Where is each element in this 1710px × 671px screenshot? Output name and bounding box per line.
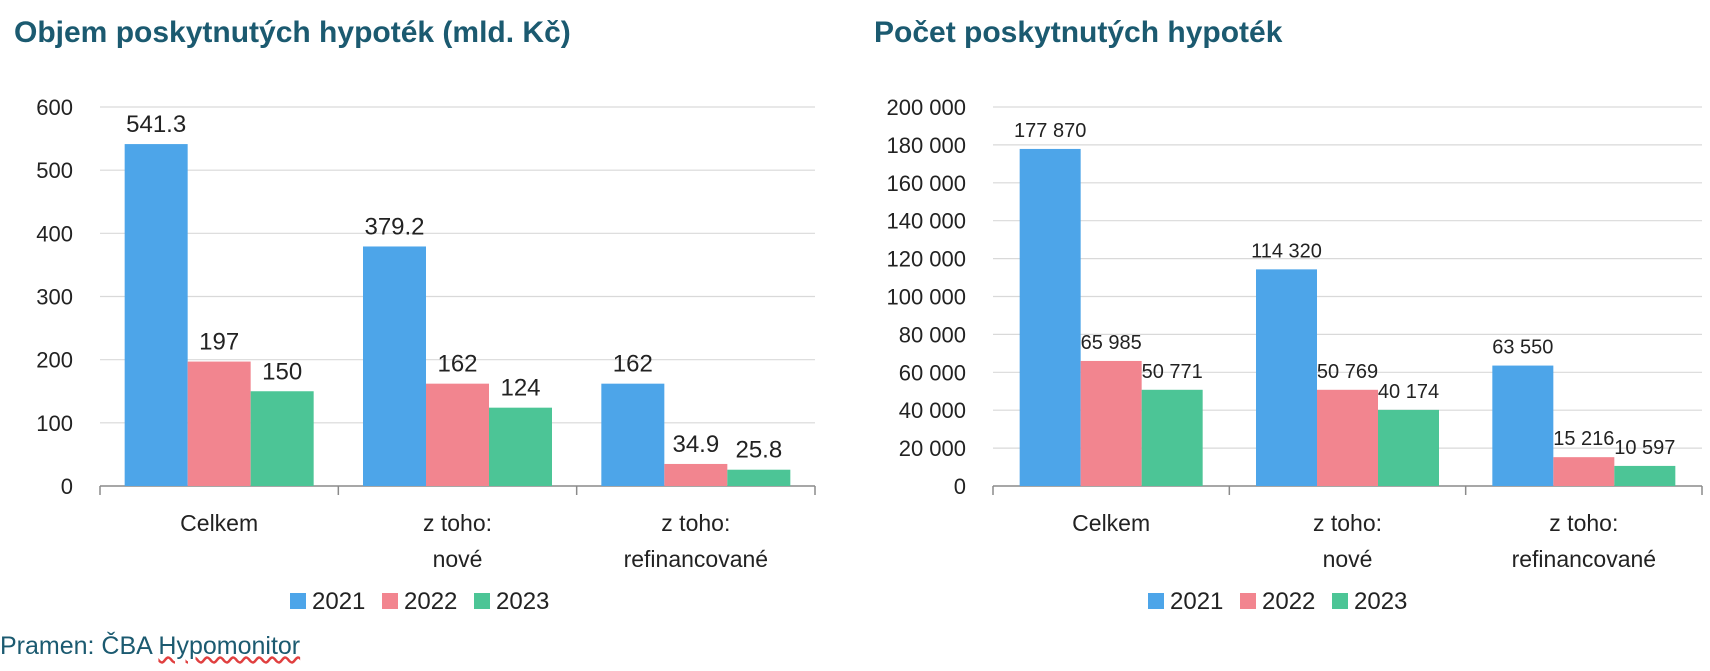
y-tick-label: 20 000 [899, 436, 966, 461]
data-label: 34.9 [672, 431, 719, 458]
legend-swatch-2023 [474, 593, 490, 609]
category-label: z toho: [661, 510, 730, 536]
category-label: z toho: [1549, 510, 1618, 536]
legend-swatch-2021 [290, 593, 306, 609]
bar-2022-3 [664, 463, 728, 486]
data-label: 177 870 [1014, 120, 1086, 142]
y-tick-label: 160 000 [886, 171, 966, 196]
source-prefix: Pramen: ČBA [0, 632, 159, 660]
data-label: 40 174 [1378, 381, 1439, 403]
category-label: nové [433, 546, 483, 572]
y-tick-label: 400 [36, 221, 73, 246]
y-tick-label: 60 000 [899, 360, 966, 385]
data-label: 162 [437, 351, 477, 378]
y-tick-label: 40 000 [899, 398, 966, 423]
category-label: Celkem [1072, 510, 1150, 536]
bar-2021-1 [1019, 148, 1081, 487]
data-label: 50 769 [1317, 361, 1378, 383]
data-label: 63 550 [1492, 337, 1553, 359]
bar-2021-3 [601, 383, 665, 486]
bar-2022-1 [1080, 360, 1142, 486]
bar-2022-3 [1553, 457, 1615, 486]
bar-2021-2 [1256, 269, 1317, 486]
category-label: Celkem [180, 510, 258, 536]
y-tick-label: 200 [36, 348, 73, 373]
bar-2023-3 [1614, 465, 1676, 486]
source-link-hypomonitor[interactable]: Hypomonitor [158, 632, 301, 660]
bar-2023-1 [1141, 389, 1203, 486]
bar-2022-2 [1317, 389, 1378, 486]
data-label: 541.3 [126, 111, 186, 138]
data-label: 379.2 [364, 213, 424, 240]
bar-2023-3 [727, 469, 791, 486]
data-label: 65 985 [1081, 332, 1142, 354]
y-tick-label: 140 000 [886, 209, 966, 234]
data-label: 50 771 [1142, 361, 1203, 383]
chart-title-volume: Objem poskytnutých hypoték (mld. Kč) [14, 16, 571, 49]
y-tick-label: 300 [36, 285, 73, 310]
legend-label-2023: 2023 [1354, 588, 1407, 615]
data-label: 197 [199, 329, 239, 356]
y-tick-label: 500 [36, 158, 73, 183]
category-label: z toho: [1313, 510, 1382, 536]
y-tick-label: 600 [36, 95, 73, 120]
data-label: 10 597 [1614, 437, 1675, 459]
legend-swatch-2023 [1332, 593, 1348, 609]
source-note: Pramen: ČBA Hypomonitor [0, 632, 300, 661]
legend-label-2021: 2021 [312, 588, 365, 615]
bar-2022-2 [426, 383, 489, 486]
chart-title-count: Počet poskytnutých hypoték [874, 16, 1283, 49]
legend-swatch-2022 [382, 593, 398, 609]
chart-1: 0 100 200 300 400 500 600 541.3 197 150 Celkem 379.… [36, 95, 816, 615]
bar-2022-1 [187, 361, 251, 486]
data-label: 114 320 [1251, 240, 1322, 262]
data-label: 124 [500, 375, 540, 402]
bar-2023-2 [1378, 409, 1439, 486]
legend-swatch-2021 [1148, 593, 1164, 609]
y-tick-label: 0 [61, 474, 73, 499]
data-label: 162 [613, 351, 653, 378]
chart-2: 0 20 000 40 000 60 000 80 000 100 000 120 000 1… [886, 95, 1703, 615]
y-tick-label: 100 000 [886, 285, 966, 310]
bar-2023-1 [250, 391, 314, 486]
data-label: 15 216 [1553, 428, 1614, 450]
y-tick-label: 100 [36, 411, 73, 436]
y-tick-label: 80 000 [899, 322, 966, 347]
y-tick-label: 180 000 [886, 133, 966, 158]
category-label: nové [1323, 546, 1373, 572]
bar-2021-3 [1492, 365, 1554, 486]
legend-label-2021: 2021 [1170, 588, 1223, 615]
legend-label-2022: 2022 [404, 588, 457, 615]
y-tick-label: 200 000 [886, 95, 966, 120]
data-label: 150 [262, 358, 302, 385]
legend-swatch-2022 [1240, 593, 1256, 609]
legend-label-2022: 2022 [1262, 588, 1315, 615]
category-label: z toho: [423, 510, 492, 536]
data-label: 25.8 [735, 437, 782, 464]
legend-label-2023: 2023 [496, 588, 549, 615]
y-tick-label: 120 000 [886, 247, 966, 272]
category-label: refinancované [1512, 546, 1657, 572]
y-tick-label: 0 [954, 474, 966, 499]
category-label: refinancované [624, 546, 769, 572]
bar-2021-1 [124, 144, 188, 486]
bar-2021-2 [363, 246, 426, 486]
bar-2023-2 [489, 407, 552, 486]
